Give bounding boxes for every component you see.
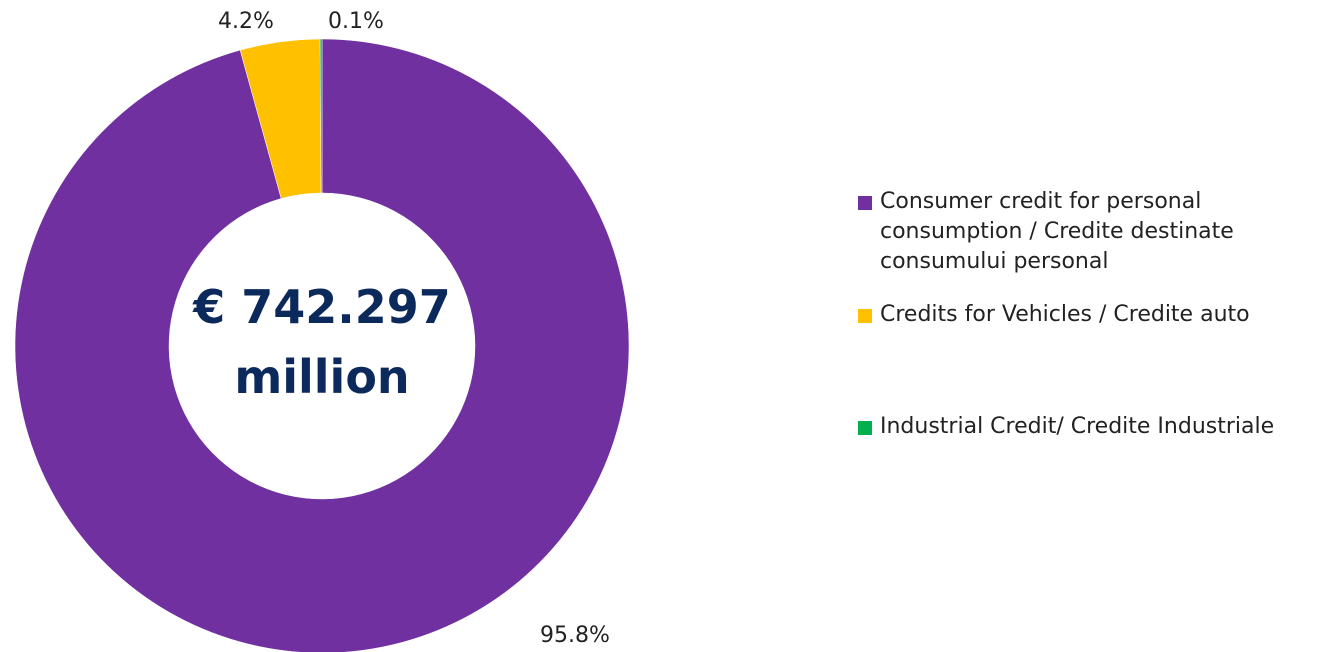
legend-swatch	[858, 196, 872, 210]
legend-swatch	[858, 309, 872, 323]
legend-label: Industrial Credit/ Credite Industriale	[880, 414, 1275, 439]
legend-entry: Credits for Vehicles / Credite auto	[858, 300, 1310, 330]
data-label: 4.2%	[218, 9, 274, 34]
legend-entry: Consumer credit for personal consumption…	[858, 187, 1310, 277]
slice	[14, 38, 630, 652]
center-text: € 742.297	[192, 280, 451, 334]
slice	[319, 38, 323, 194]
data-label: 0.1%	[328, 9, 384, 34]
legend-swatch	[858, 421, 872, 435]
data-label: 95.8%	[540, 623, 610, 648]
center-text: million	[234, 350, 409, 404]
legend-label: Consumer credit for personal consumption…	[880, 189, 1234, 274]
legend-entry: Industrial Credit/ Credite Industriale	[858, 412, 1310, 442]
chart: € 742.297 million 95.8% 4.2% 0.1%	[14, 9, 630, 652]
legend-label: Credits for Vehicles / Credite auto	[880, 302, 1250, 327]
